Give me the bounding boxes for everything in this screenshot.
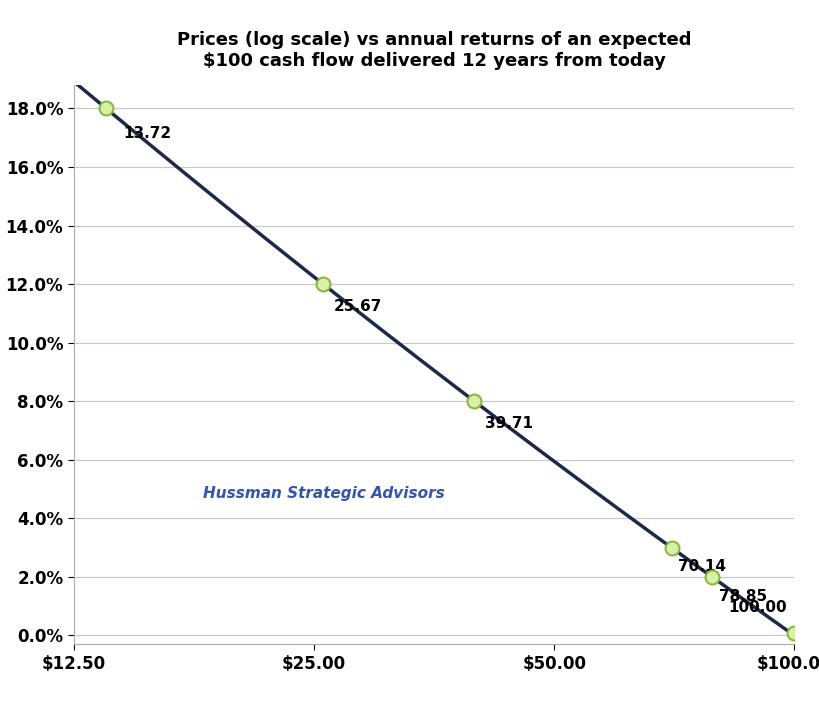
Text: 78.85: 78.85 (719, 588, 767, 604)
Point (665, 542, 678, 554)
Point (99, 103, 112, 114)
Text: 25.67: 25.67 (333, 299, 382, 314)
Title: Prices (log scale) vs annual returns of an expected
$100 cash flow delivered 12 : Prices (log scale) vs annual returns of … (177, 30, 691, 69)
Text: 70.14: 70.14 (678, 559, 726, 574)
Text: 100.00: 100.00 (729, 600, 787, 615)
Text: Hussman Strategic Advisors: Hussman Strategic Advisors (203, 486, 446, 501)
Text: 13.72: 13.72 (123, 126, 171, 141)
Point (705, 571, 718, 583)
Point (468, 396, 481, 407)
Text: 39.71: 39.71 (485, 416, 532, 431)
Point (317, 278, 330, 290)
Point (788, 627, 801, 638)
